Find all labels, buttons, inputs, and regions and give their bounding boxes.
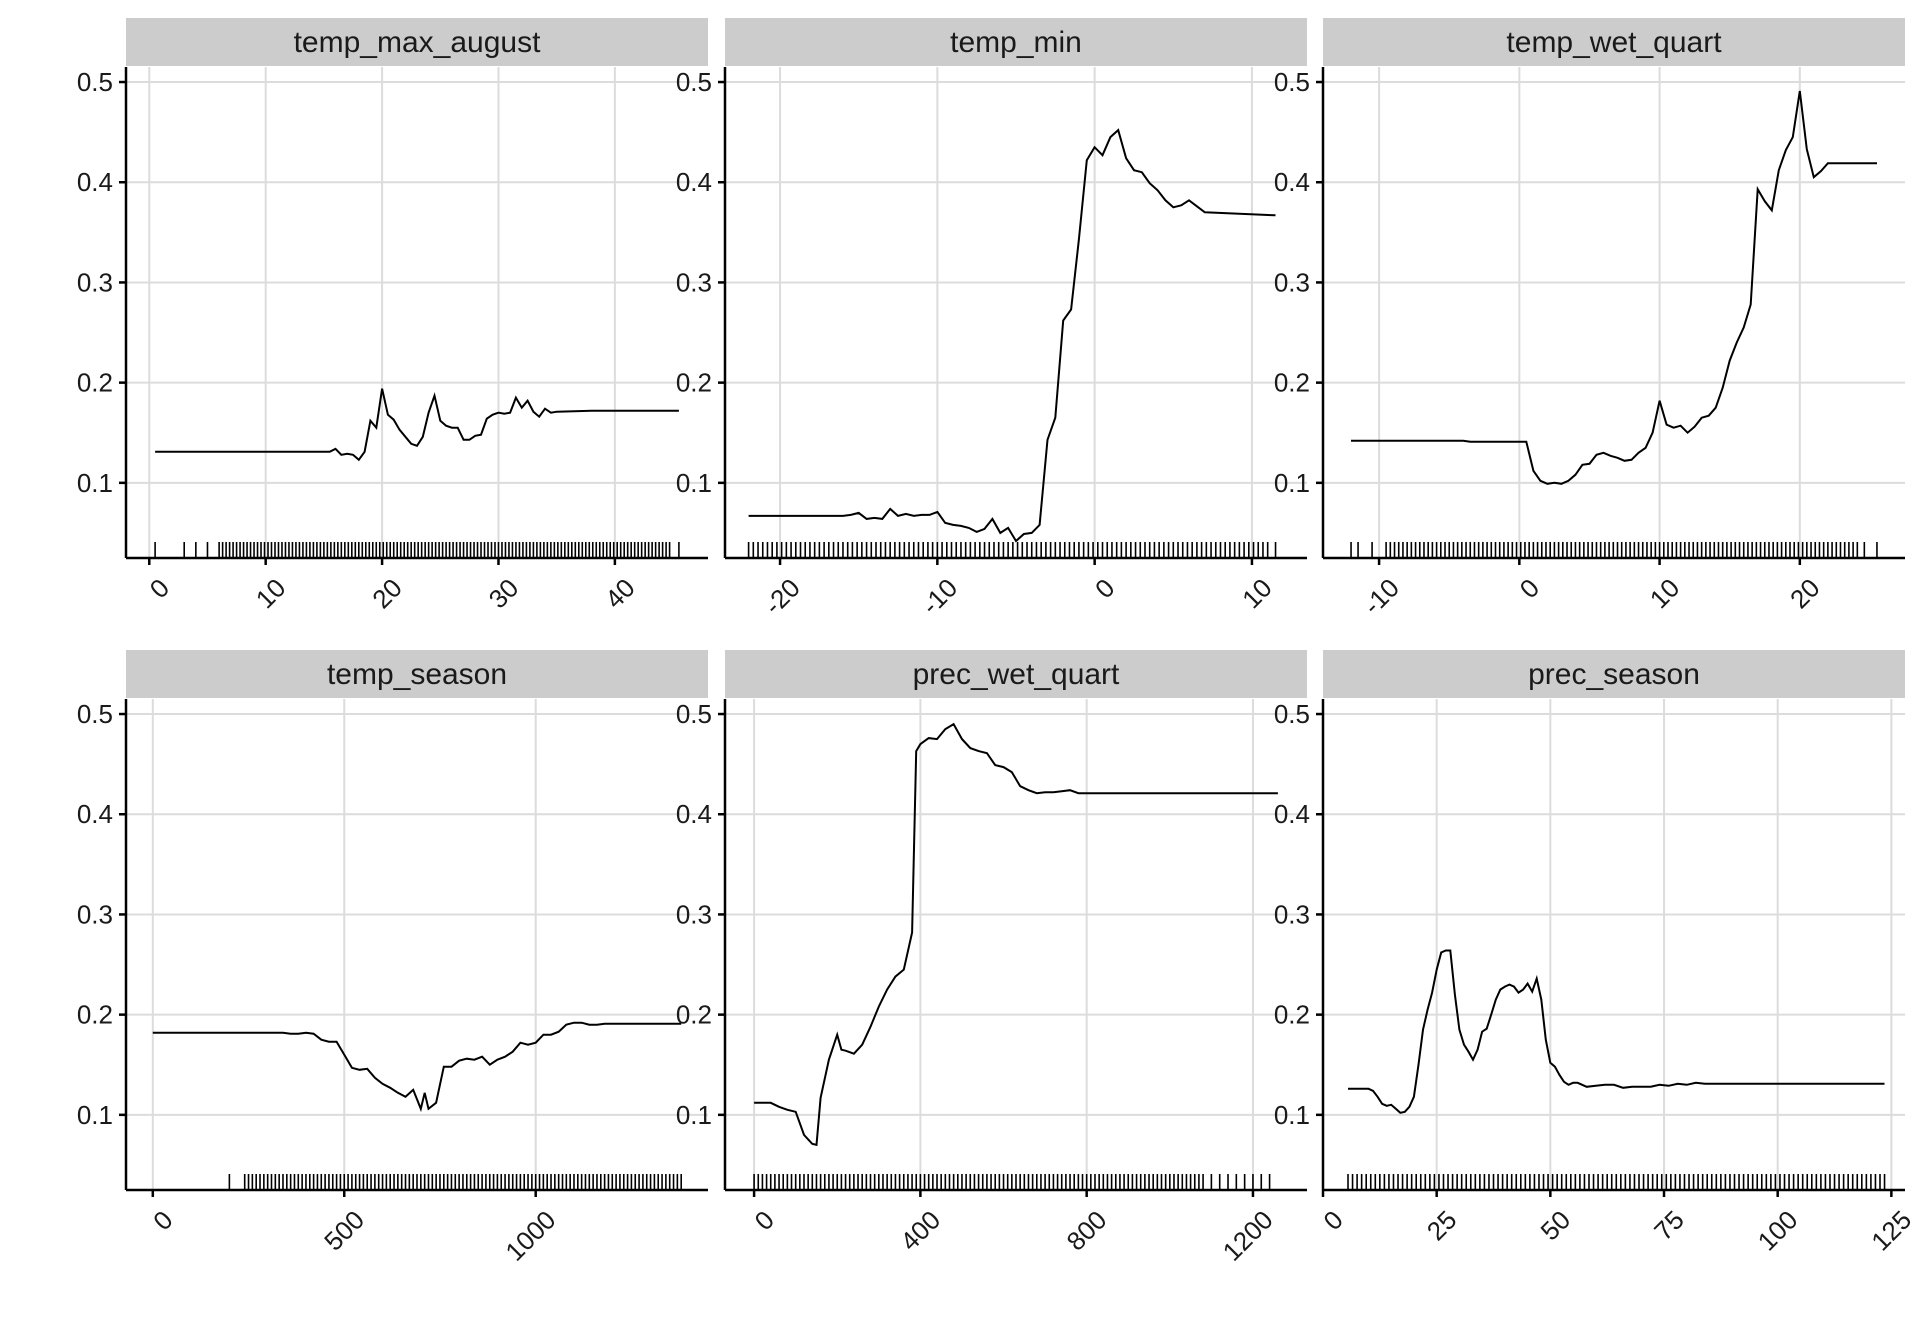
facet-title: temp_season xyxy=(327,658,507,691)
y-tick-label: 0.1 xyxy=(676,468,712,498)
y-tick-label: 0.2 xyxy=(77,1000,113,1030)
y-tick-label: 0.3 xyxy=(77,267,113,297)
y-tick-label: 0.3 xyxy=(1274,267,1310,297)
y-tick-label: 0.1 xyxy=(1274,468,1310,498)
y-tick-label: 0.4 xyxy=(77,799,113,829)
facet-strip xyxy=(126,650,708,698)
y-tick-label: 0.3 xyxy=(676,899,712,929)
rug-group xyxy=(747,542,1277,558)
y-tick-label: 0.1 xyxy=(676,1100,712,1130)
y-tick-label: 0.4 xyxy=(676,799,712,829)
y-tick-label: 0.5 xyxy=(77,67,113,97)
y-tick-label: 0.3 xyxy=(676,267,712,297)
facet-strip xyxy=(725,18,1307,66)
y-tick-label: 0.3 xyxy=(1274,899,1310,929)
series-line xyxy=(152,1021,682,1113)
series-line xyxy=(1348,949,1885,1114)
y-tick-label: 0.4 xyxy=(1274,167,1310,197)
rug-group xyxy=(154,542,680,558)
facet-title: prec_wet_quart xyxy=(913,658,1120,691)
facet-title: temp_wet_quart xyxy=(1506,26,1722,59)
rug-group xyxy=(228,1174,682,1190)
facet-title: prec_season xyxy=(1528,658,1700,691)
y-tick-label: 0.3 xyxy=(77,899,113,929)
y-tick-label: 0.2 xyxy=(676,1000,712,1030)
facet-title: temp_max_august xyxy=(294,26,541,59)
y-tick-label: 0.5 xyxy=(77,699,113,729)
series-line xyxy=(754,722,1278,1147)
y-tick-label: 0.2 xyxy=(77,368,113,398)
y-tick-label: 0.1 xyxy=(1274,1100,1310,1130)
y-tick-label: 0.1 xyxy=(77,468,113,498)
facet-title: temp_min xyxy=(950,26,1082,59)
y-tick-label: 0.2 xyxy=(676,368,712,398)
facet-strip xyxy=(1323,18,1905,66)
y-tick-label: 0.5 xyxy=(1274,699,1310,729)
facet-strip xyxy=(725,650,1307,698)
y-tick-label: 0.5 xyxy=(1274,67,1310,97)
series-line xyxy=(748,128,1276,543)
rug-group xyxy=(1347,1174,1886,1190)
facet-strip xyxy=(1323,650,1905,698)
y-tick-label: 0.5 xyxy=(676,67,712,97)
series-line xyxy=(155,388,679,462)
y-tick-label: 0.2 xyxy=(1274,1000,1310,1030)
facet-strip xyxy=(126,18,708,66)
y-tick-label: 0.2 xyxy=(1274,368,1310,398)
y-tick-label: 0.4 xyxy=(1274,799,1310,829)
y-tick-label: 0.1 xyxy=(77,1100,113,1130)
series-line xyxy=(1351,90,1877,485)
rug-group xyxy=(1350,542,1878,558)
y-tick-label: 0.4 xyxy=(77,167,113,197)
y-tick-label: 0.5 xyxy=(676,699,712,729)
rug-group xyxy=(753,1174,1271,1190)
y-tick-label: 0.4 xyxy=(676,167,712,197)
